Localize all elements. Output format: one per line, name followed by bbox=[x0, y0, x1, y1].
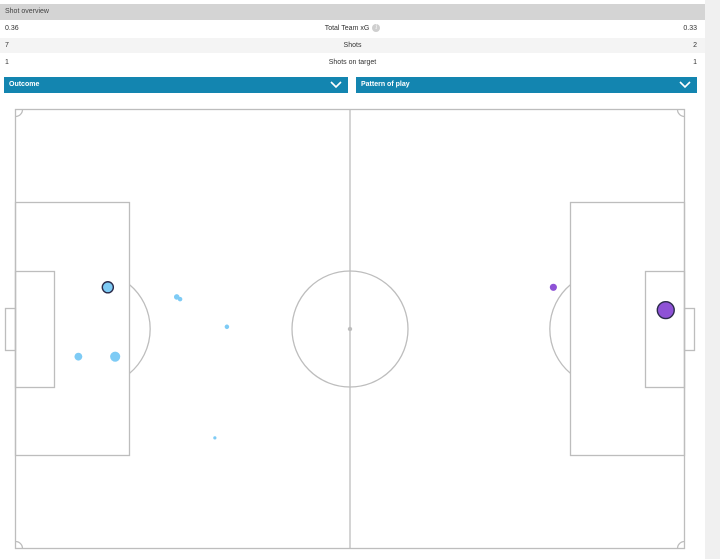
right-penalty-area bbox=[569, 201, 686, 457]
home-shot-marker[interactable] bbox=[213, 436, 217, 440]
info-icon[interactable]: i bbox=[372, 24, 381, 33]
center-circle bbox=[291, 270, 409, 388]
pattern-of-play-dropdown-label: Pattern of play bbox=[361, 81, 410, 88]
away-shots-on-target-value: 1 bbox=[693, 59, 697, 66]
xg-label: Total Team xG bbox=[324, 25, 370, 32]
shots-layer bbox=[74, 281, 675, 440]
home-xg-value: 0.36 bbox=[5, 25, 19, 32]
away-shot-marker[interactable] bbox=[656, 300, 675, 320]
outcome-dropdown[interactable]: Outcome bbox=[4, 77, 348, 93]
home-shot-marker[interactable] bbox=[224, 324, 230, 330]
away-shots-value: 2 bbox=[693, 42, 697, 49]
left-goal bbox=[4, 307, 17, 352]
outcome-dropdown-label: Outcome bbox=[9, 81, 40, 88]
home-shot-marker[interactable] bbox=[110, 351, 121, 362]
shots-on-target-label: Shots on target bbox=[328, 59, 377, 66]
away-xg-value: 0.33 bbox=[683, 25, 697, 32]
stat-row-xg: 0.36 Total Team xG i 0.33 bbox=[0, 21, 705, 36]
shot-overview-title: Shot overview bbox=[5, 8, 49, 15]
chevron-down-icon bbox=[679, 81, 691, 89]
chevron-down-icon bbox=[330, 81, 342, 89]
scrollbar[interactable] bbox=[705, 0, 720, 559]
away-shot-marker[interactable] bbox=[549, 283, 557, 291]
stat-row-shots: 7 Shots 2 bbox=[0, 38, 705, 53]
home-shot-marker[interactable] bbox=[101, 281, 115, 294]
right-penalty-arc bbox=[549, 284, 571, 374]
corner-arc-top-left bbox=[15, 109, 24, 118]
left-penalty-arc bbox=[129, 284, 151, 374]
stat-row-shots-on-target: 1 Shots on target 1 bbox=[0, 55, 705, 70]
center-spot bbox=[347, 326, 353, 332]
home-shots-on-target-value: 1 bbox=[5, 59, 9, 66]
corner-arc-bottom-left bbox=[15, 540, 24, 549]
home-shot-marker[interactable] bbox=[74, 352, 83, 361]
pitch-markings bbox=[4, 108, 696, 550]
shots-label: Shots bbox=[343, 42, 362, 49]
home-shots-value: 7 bbox=[5, 42, 9, 49]
corner-arc-bottom-right bbox=[676, 540, 685, 549]
shot-overview-header: Shot overview bbox=[0, 4, 705, 20]
home-shot-marker[interactable] bbox=[177, 296, 183, 302]
shot-map-pitch bbox=[4, 108, 696, 550]
corner-arc-top-right bbox=[676, 109, 685, 118]
xg-label-wrap: Total Team xG i bbox=[0, 21, 705, 36]
right-goal bbox=[683, 307, 696, 352]
left-penalty-area bbox=[14, 201, 131, 457]
pattern-of-play-dropdown[interactable]: Pattern of play bbox=[356, 77, 697, 93]
left-six-yard-box bbox=[14, 270, 56, 389]
right-six-yard-box bbox=[644, 270, 686, 389]
